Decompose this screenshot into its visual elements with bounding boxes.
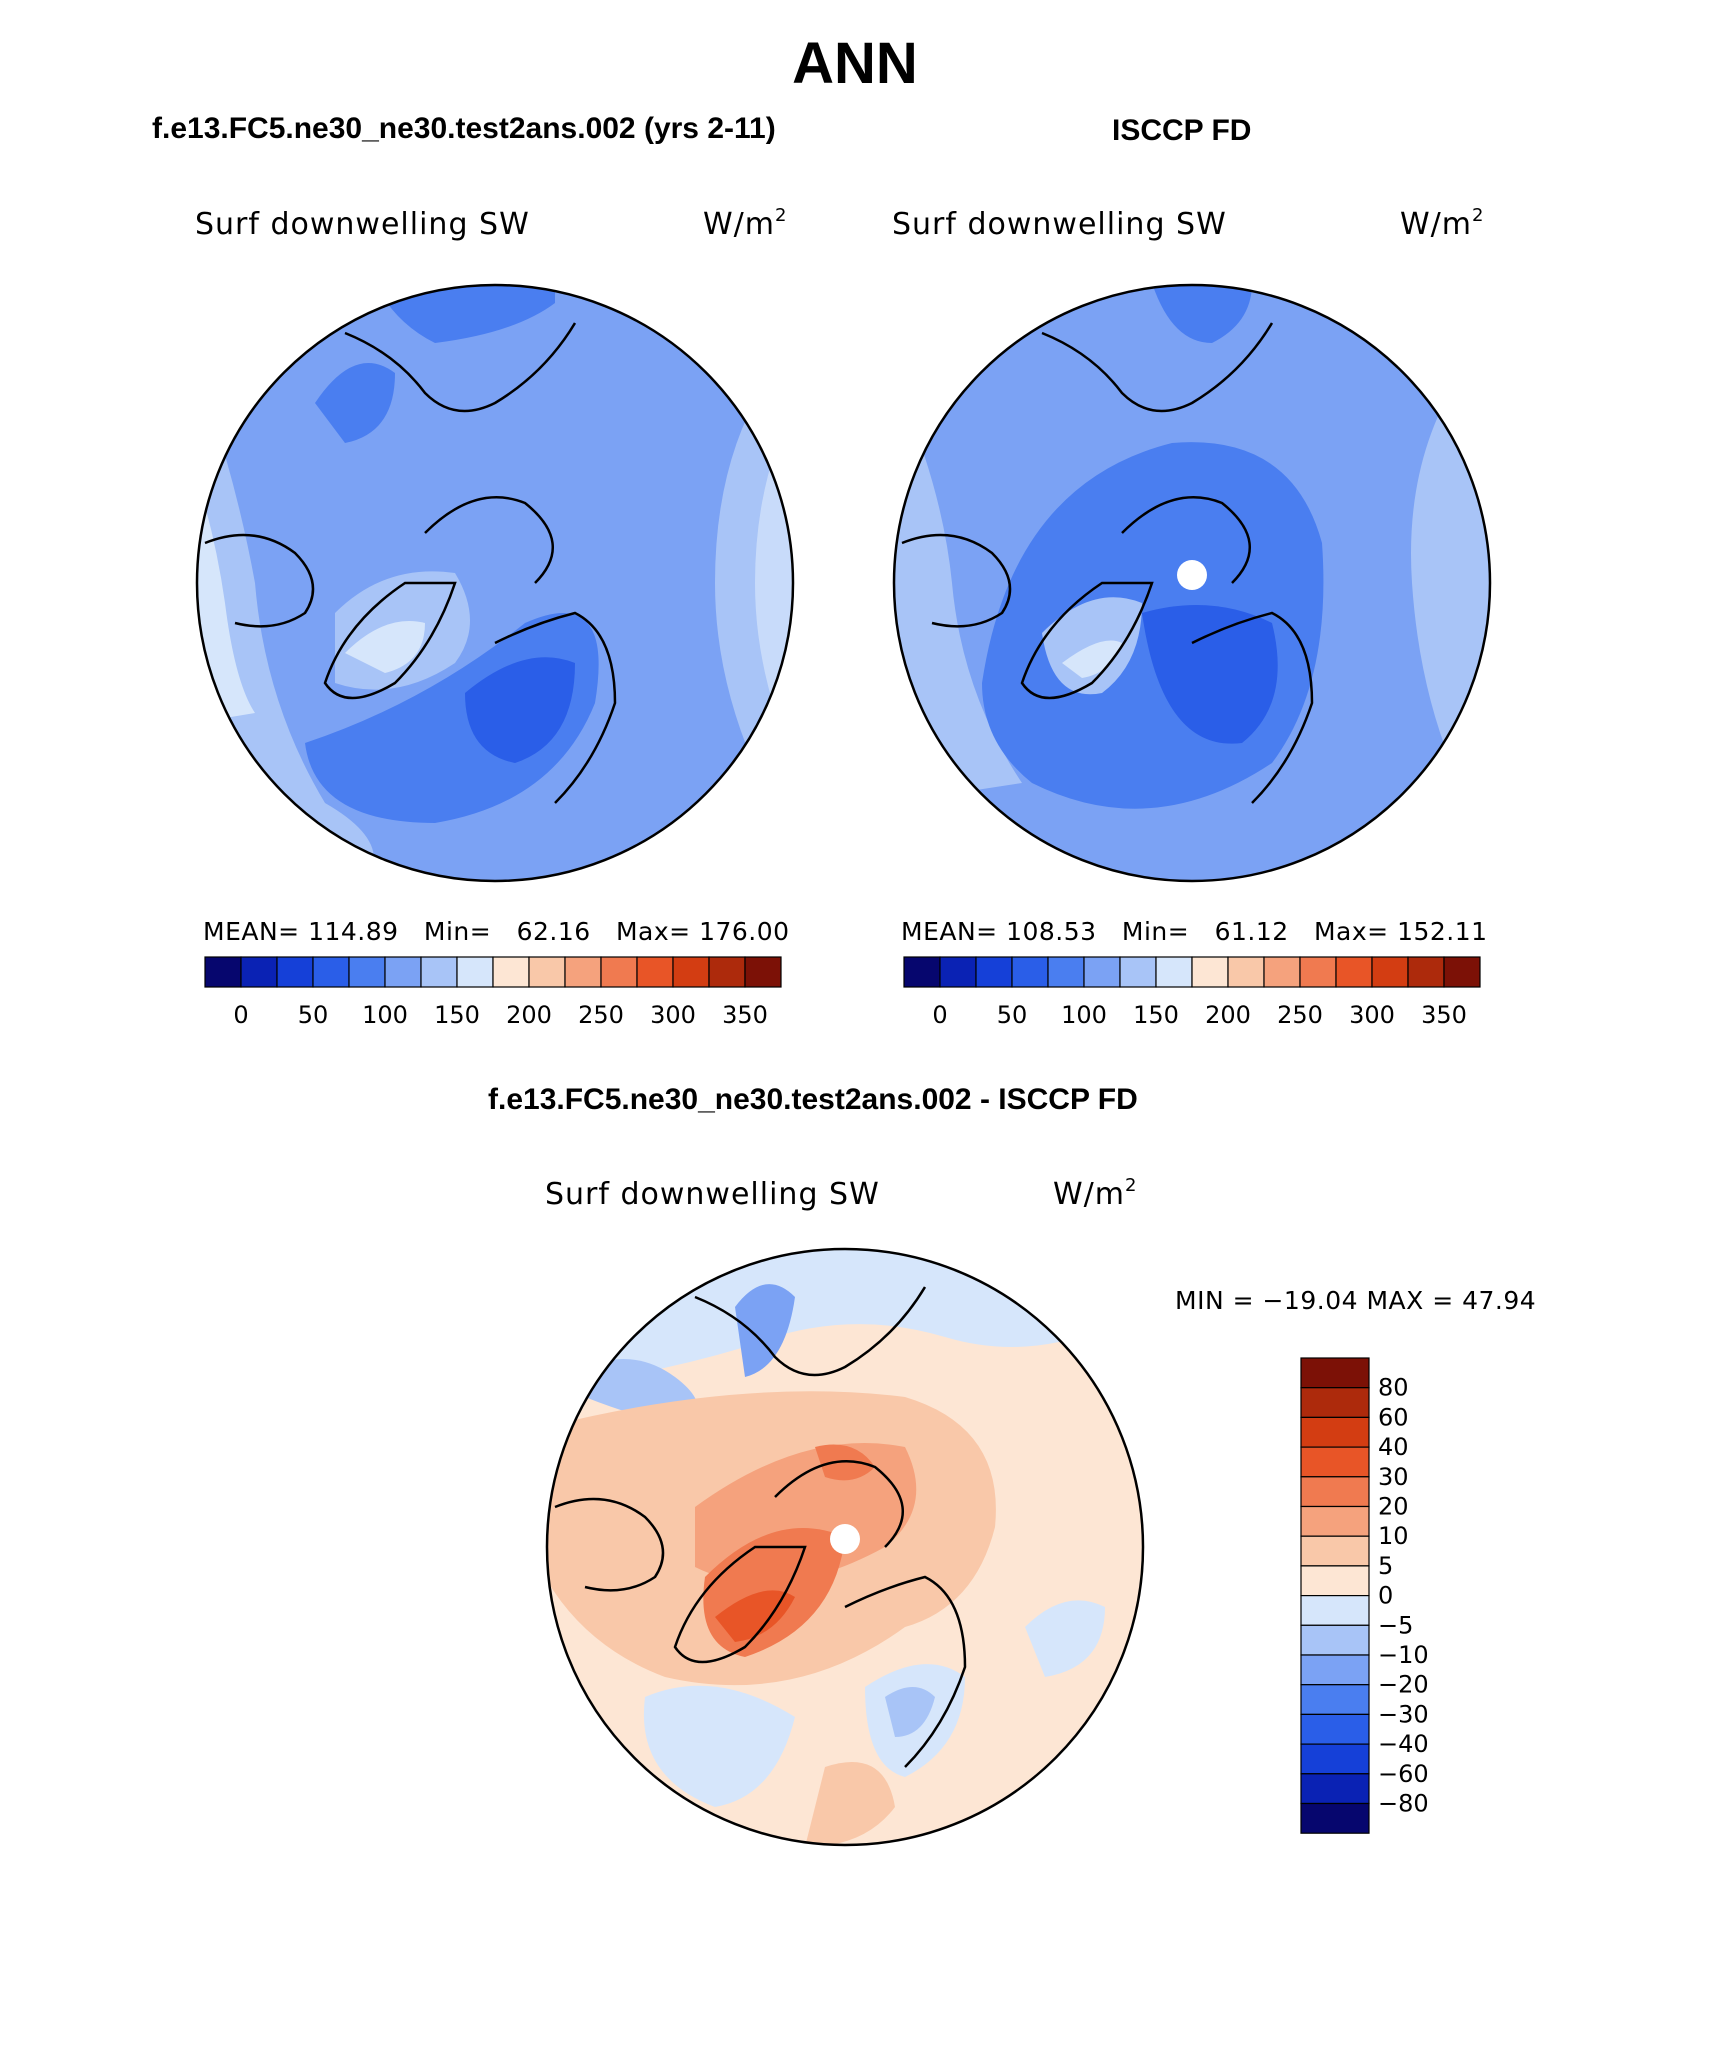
- panel-1-colorbar-tick-label: 350: [722, 1001, 768, 1029]
- panel-1-units: W/m2: [703, 205, 788, 242]
- panel-1-colorbar-tick-label: 250: [578, 1001, 624, 1029]
- diff-colorbar-tick-label: 30: [1378, 1463, 1409, 1491]
- panel-1-colorbar-swatch: [564, 956, 602, 988]
- panel-1-colorbar-swatch: [312, 956, 350, 988]
- panel-2-colorbar-tick-label: 0: [932, 1001, 947, 1029]
- diff-colorbar-tick-label: −5: [1378, 1611, 1413, 1639]
- panel-1-colorbar-tick-label: 100: [362, 1001, 408, 1029]
- panel-1-colorbar-swatch: [456, 956, 494, 988]
- diff-colorbar-tick-label: −60: [1378, 1760, 1429, 1788]
- diff-colorbar-swatch: [1300, 1416, 1370, 1448]
- panel-2-colorbar-tick-label: 50: [997, 1001, 1028, 1029]
- diff-colorbar-tick-label: 5: [1378, 1552, 1393, 1580]
- panel-2-colorbar-swatch: [1047, 956, 1085, 988]
- panel-2-colorbar: 0 50 100 150 200 250 300 350: [903, 956, 1481, 1029]
- panel-2-colorbar-tick-label: 150: [1133, 1001, 1179, 1029]
- diff-colorbar-swatch: [1300, 1802, 1370, 1834]
- panel-2-colorbar-swatch: [1119, 956, 1157, 988]
- panel-1-colorbar-swatch: [420, 956, 458, 988]
- diff-colorbar-swatch: [1300, 1684, 1370, 1716]
- panel-2-polar-map: [892, 283, 1492, 883]
- panel-2-colorbar-swatch: [939, 956, 977, 988]
- diff-units: W/m2: [1053, 1175, 1138, 1212]
- panel-1-colorbar-tick-label: 0: [233, 1001, 248, 1029]
- panel-1-stats: MEAN= 114.89 Min= 62.16 Max= 176.00: [203, 917, 790, 946]
- panel-2-colorbar-tick-label: 300: [1349, 1001, 1395, 1029]
- panel-1-colorbar-swatch: [600, 956, 638, 988]
- diff-colorbar-swatch: [1300, 1476, 1370, 1508]
- panel-1-colorbar-swatch: [276, 956, 314, 988]
- panel-1-colorbar-swatch: [384, 956, 422, 988]
- diff-colorbar-swatch: [1300, 1595, 1370, 1626]
- diff-colorbar-swatch: [1300, 1505, 1370, 1537]
- panel-1-colorbar-swatch: [708, 956, 746, 988]
- diff-colorbar-swatch: [1300, 1743, 1370, 1775]
- panel-2-colorbar-tick-label: 100: [1061, 1001, 1107, 1029]
- diff-colorbar-swatch: [1300, 1773, 1370, 1805]
- panel-2-stats: MEAN= 108.53 Min= 61.12 Max= 152.11: [901, 917, 1488, 946]
- diff-polar-map: [545, 1247, 1145, 1847]
- panel-1-colorbar-swatch: [672, 956, 710, 988]
- panel-1-colorbar-tick-label: 200: [506, 1001, 552, 1029]
- diff-colorbar-tick-label: 20: [1378, 1493, 1409, 1521]
- panel-2-colorbar-swatch: [1263, 956, 1301, 988]
- diff-colorbar-tick-label: −40: [1378, 1730, 1429, 1758]
- diff-colorbar-tick-label: −10: [1378, 1641, 1429, 1669]
- panel-1-colorbar-swatch: [492, 956, 530, 988]
- panel-2-units: W/m2: [1400, 205, 1485, 242]
- diff-colorbar-swatch: [1300, 1565, 1370, 1597]
- panel-2-colorbar-swatch: [1155, 956, 1193, 988]
- diff-colorbar-swatch: [1300, 1357, 1370, 1389]
- panel-2-colorbar-swatch: [1227, 956, 1265, 988]
- panel-1-colorbar: 0 50 100 150 200 250 300 350: [204, 956, 782, 1029]
- panel-2-colorbar-swatch: [1335, 956, 1373, 988]
- diff-minmax: MIN = −19.04 MAX = 47.94: [1175, 1286, 1537, 1315]
- panel-1-colorbar-swatch: [744, 956, 782, 988]
- panel-2-colorbar-tick-label: 200: [1205, 1001, 1251, 1029]
- diff-colorbar-swatch: [1300, 1387, 1370, 1419]
- diff-subtitle: f.e13.FC5.ne30_ne30.test2ans.002 - ISCCP…: [488, 1083, 1138, 1116]
- panel-2-colorbar-swatch: [1011, 956, 1049, 988]
- panel-2-colorbar-swatch: [903, 956, 941, 988]
- panel-2-colorbar-swatch: [1371, 956, 1409, 988]
- panel-1-colorbar-swatch: [240, 956, 278, 988]
- panel-1-polar-map: [195, 283, 795, 883]
- diff-colorbar-tick-label: 10: [1378, 1522, 1409, 1550]
- panel-2-colorbar-swatch: [1443, 956, 1481, 988]
- panel-1-variable: Surf downwelling SW: [195, 207, 530, 242]
- panel-1-colorbar-swatch: [348, 956, 386, 988]
- panel-1-colorbar-tick-label: 300: [650, 1001, 696, 1029]
- panel-1-colorbar-tick-label: 150: [434, 1001, 480, 1029]
- panel-1-subtitle: f.e13.FC5.ne30_ne30.test2ans.002 (yrs 2-…: [152, 112, 776, 145]
- diff-colorbar-swatch: [1300, 1654, 1370, 1686]
- panel-2-colorbar-tick-label: 250: [1277, 1001, 1323, 1029]
- panel-2-variable: Surf downwelling SW: [892, 207, 1227, 242]
- diff-colorbar-swatch: [1300, 1713, 1370, 1745]
- diff-colorbar-tick-label: −30: [1378, 1700, 1429, 1728]
- diff-variable: Surf downwelling SW: [545, 1177, 880, 1212]
- panel-2-subtitle: ISCCP FD: [1112, 114, 1252, 147]
- panel-1-colorbar-swatch: [636, 956, 674, 988]
- panel-1-colorbar-swatch: [528, 956, 566, 988]
- diff-colorbar-tick-label: 60: [1378, 1403, 1409, 1431]
- diff-colorbar-tick-label: 80: [1378, 1374, 1409, 1402]
- panel-2-colorbar-tick-label: 350: [1421, 1001, 1467, 1029]
- panel-1-colorbar-swatch: [204, 956, 242, 988]
- diff-colorbar-swatch: [1300, 1535, 1370, 1567]
- diff-colorbar-swatch: [1300, 1446, 1370, 1478]
- panel-2-colorbar-swatch: [1083, 956, 1121, 988]
- diff-colorbar-tick-label: −20: [1378, 1671, 1429, 1699]
- main-title: ANN: [792, 31, 918, 96]
- diff-colorbar-tick-label: 0: [1378, 1582, 1393, 1610]
- panel-2-colorbar-swatch: [975, 956, 1013, 988]
- panel-2-colorbar-swatch: [1299, 956, 1337, 988]
- panel-1-colorbar-tick-label: 50: [298, 1001, 329, 1029]
- panel-2-colorbar-swatch: [1407, 956, 1445, 988]
- diff-colorbar-swatch: [1300, 1624, 1370, 1656]
- diff-colorbar-tick-label: −80: [1378, 1790, 1429, 1818]
- diff-colorbar-tick-label: 40: [1378, 1433, 1409, 1461]
- panel-2-colorbar-swatch: [1191, 956, 1229, 988]
